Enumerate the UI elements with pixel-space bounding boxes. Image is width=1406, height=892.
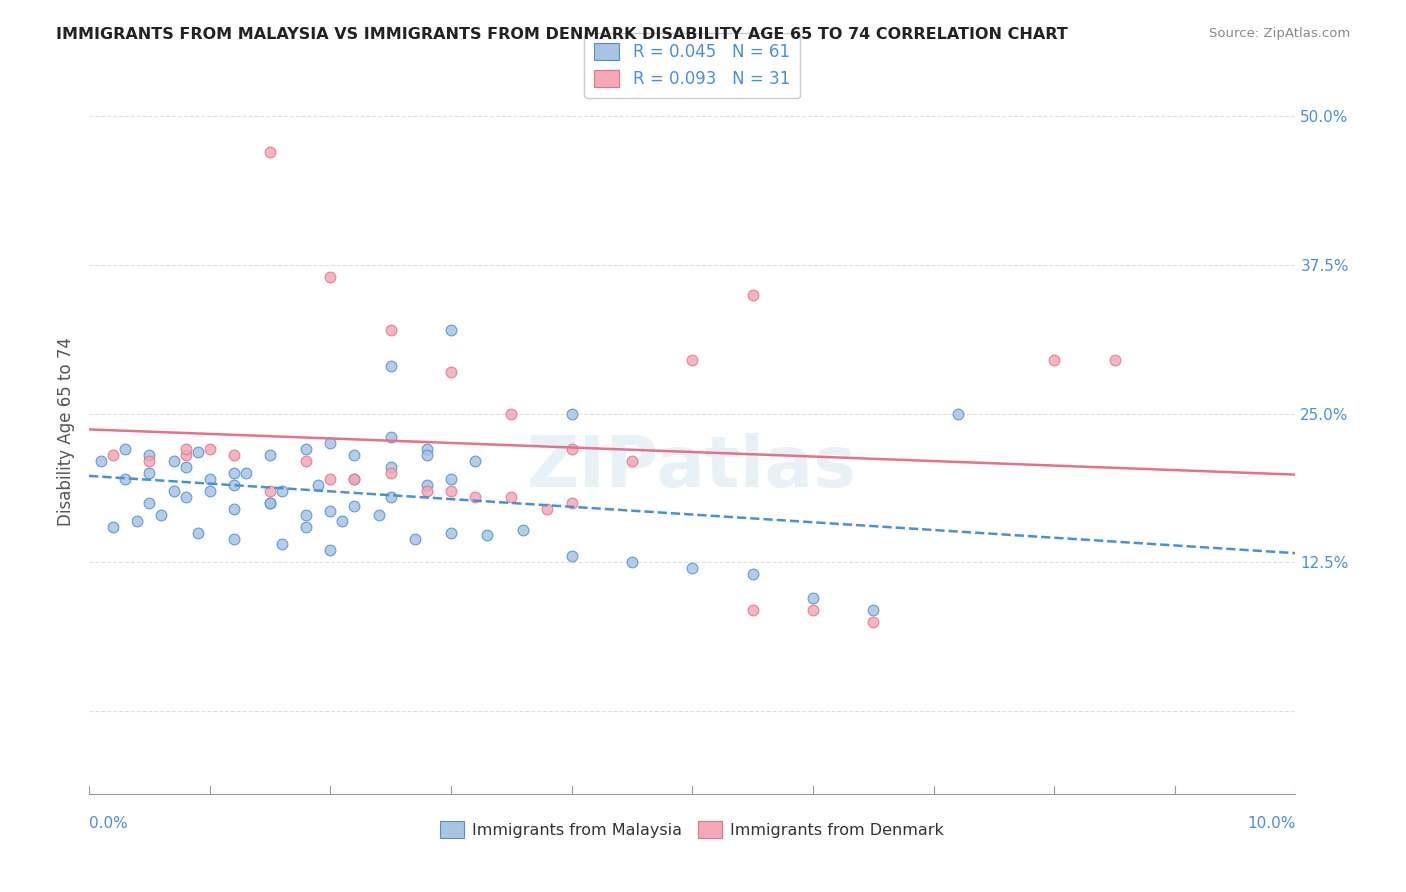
Point xyxy=(440,365,463,379)
Point xyxy=(464,490,486,504)
Point xyxy=(222,478,245,492)
Point xyxy=(259,448,281,462)
Point xyxy=(114,442,136,457)
Point xyxy=(259,145,281,159)
Point xyxy=(103,448,125,462)
Point xyxy=(198,483,221,498)
Point xyxy=(138,448,160,462)
Point xyxy=(162,483,184,498)
Point xyxy=(307,478,329,492)
Point xyxy=(138,466,160,480)
Point xyxy=(512,523,534,537)
Point xyxy=(380,430,402,444)
Point xyxy=(295,454,318,468)
Point xyxy=(620,454,643,468)
Point xyxy=(343,472,366,486)
Point xyxy=(271,483,294,498)
Y-axis label: Disability Age 65 to 74: Disability Age 65 to 74 xyxy=(58,337,75,526)
Point xyxy=(222,501,245,516)
Point xyxy=(259,483,281,498)
Point xyxy=(259,496,281,510)
Point xyxy=(946,407,969,421)
Point xyxy=(681,561,703,575)
Point xyxy=(295,508,318,522)
Point xyxy=(259,496,281,510)
Point xyxy=(862,615,884,629)
Point xyxy=(440,323,463,337)
Point xyxy=(114,472,136,486)
Point xyxy=(620,555,643,569)
Point xyxy=(198,442,221,457)
Point xyxy=(174,442,197,457)
Point xyxy=(319,504,342,518)
Point xyxy=(222,466,245,480)
Point xyxy=(319,436,342,450)
Point xyxy=(343,500,366,514)
Point xyxy=(380,460,402,475)
Point xyxy=(150,508,173,522)
Point xyxy=(271,537,294,551)
Point xyxy=(343,472,366,486)
Text: IMMIGRANTS FROM MALAYSIA VS IMMIGRANTS FROM DENMARK DISABILITY AGE 65 TO 74 CORR: IMMIGRANTS FROM MALAYSIA VS IMMIGRANTS F… xyxy=(56,27,1069,42)
Point xyxy=(416,448,439,462)
Point xyxy=(367,508,389,522)
Point xyxy=(235,466,257,480)
Point xyxy=(561,496,583,510)
Point xyxy=(198,472,221,486)
Point xyxy=(416,442,439,457)
Point xyxy=(380,466,402,480)
Point xyxy=(416,478,439,492)
Point xyxy=(295,519,318,533)
Point xyxy=(561,442,583,457)
Point xyxy=(501,490,523,504)
Text: ZIPatlas: ZIPatlas xyxy=(527,434,858,502)
Point xyxy=(464,454,486,468)
Point xyxy=(475,528,498,542)
Point xyxy=(103,519,125,533)
Point xyxy=(741,287,763,301)
Point xyxy=(561,407,583,421)
Point xyxy=(561,549,583,564)
Point xyxy=(319,472,342,486)
Text: 10.0%: 10.0% xyxy=(1247,816,1295,830)
Legend: Immigrants from Malaysia, Immigrants from Denmark: Immigrants from Malaysia, Immigrants fro… xyxy=(434,815,950,845)
Point xyxy=(1043,353,1066,368)
Point xyxy=(162,454,184,468)
Point xyxy=(380,323,402,337)
Point xyxy=(380,490,402,504)
Point xyxy=(138,454,160,468)
Point xyxy=(343,448,366,462)
Point xyxy=(404,532,426,546)
Point xyxy=(741,603,763,617)
Point xyxy=(90,454,112,468)
Point xyxy=(319,269,342,284)
Point xyxy=(319,543,342,558)
Point xyxy=(127,514,149,528)
Point xyxy=(332,514,354,528)
Point xyxy=(222,448,245,462)
Point xyxy=(380,359,402,373)
Text: 0.0%: 0.0% xyxy=(89,816,128,830)
Point xyxy=(741,567,763,582)
Point xyxy=(440,525,463,540)
Point xyxy=(440,483,463,498)
Point xyxy=(187,444,209,458)
Point xyxy=(295,442,318,457)
Point xyxy=(174,490,197,504)
Point xyxy=(440,472,463,486)
Point xyxy=(174,448,197,462)
Point xyxy=(501,407,523,421)
Point xyxy=(862,603,884,617)
Point xyxy=(536,501,558,516)
Text: Source: ZipAtlas.com: Source: ZipAtlas.com xyxy=(1209,27,1350,40)
Point xyxy=(222,532,245,546)
Point xyxy=(801,603,824,617)
Point xyxy=(174,460,197,475)
Point xyxy=(801,591,824,605)
Point xyxy=(681,353,703,368)
Point xyxy=(187,525,209,540)
Point xyxy=(1104,353,1126,368)
Point xyxy=(138,496,160,510)
Point xyxy=(416,483,439,498)
